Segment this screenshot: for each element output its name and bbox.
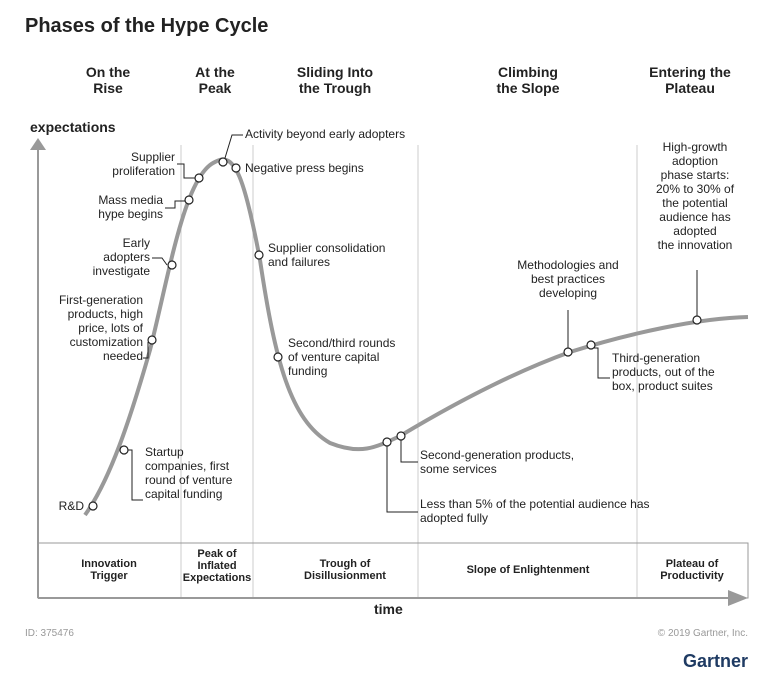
leader: [152, 257, 168, 266]
annotation: Startup companies, first round of ventur…: [145, 445, 233, 501]
annotation: Supplier proliferation: [112, 150, 175, 178]
marker: [273, 352, 283, 362]
marker: [396, 431, 406, 441]
marker: [382, 437, 392, 447]
leader: [591, 347, 610, 379]
marker: [88, 501, 98, 511]
phase-label: Slope of Enlightenment: [466, 564, 590, 576]
phase-header: At the Peak: [195, 64, 235, 96]
leader: [400, 440, 418, 463]
y-arrow: [30, 138, 46, 150]
leader: [224, 134, 243, 159]
phase-label: Innovation Trigger: [81, 558, 137, 582]
leader: [124, 449, 143, 501]
marker: [147, 335, 157, 345]
leader: [143, 342, 149, 359]
marker: [194, 173, 204, 183]
annotation: Negative press begins: [245, 161, 364, 175]
leaders: [124, 134, 698, 513]
marker: [563, 347, 573, 357]
annotation: Mass media hype begins: [98, 193, 163, 221]
marker: [167, 260, 177, 270]
phase-header: On the Rise: [85, 64, 131, 96]
annotation: R&D: [58, 499, 84, 513]
phase-label: Trough of Disillusionment: [304, 558, 386, 582]
footer-copyright: © 2019 Gartner, Inc.: [657, 628, 748, 639]
annotation: Second-generation products, some service…: [420, 448, 575, 476]
annotation: Less than 5% of the potential audience h…: [420, 497, 650, 525]
marker: [692, 315, 702, 325]
title: Phases of the Hype Cycle: [25, 15, 269, 37]
phase-label: Plateau of Productivity: [660, 558, 724, 582]
leader: [165, 200, 185, 209]
annotation: Second/third rounds of venture capital f…: [288, 336, 396, 378]
annotation: Early adopters investigate: [92, 236, 150, 278]
phase-header: Entering the Plateau: [649, 64, 731, 96]
annotation: Methodologies and best practices develop…: [517, 258, 619, 300]
marker: [218, 157, 228, 167]
annotation: Supplier consolidation and failures: [268, 241, 386, 269]
annotation: High-growth adoption phase starts: 20% t…: [655, 140, 735, 252]
footer-id: ID: 375476: [25, 628, 74, 639]
marker: [231, 163, 241, 173]
leader: [386, 446, 418, 513]
marker: [119, 445, 129, 455]
x-axis-label: time: [374, 601, 403, 617]
annotation: Activity beyond early adopters: [245, 127, 406, 141]
marker: [586, 340, 596, 350]
y-axis-label: expectations: [30, 119, 116, 135]
phase-header: Climbing the Slope: [496, 64, 560, 96]
annotation: Third-generation products, out of the bo…: [612, 351, 715, 393]
leader: [177, 163, 195, 179]
brand: Gartner: [682, 651, 748, 671]
phase-header: Sliding Into the Trough: [296, 64, 374, 96]
marker: [184, 195, 194, 205]
markers: [88, 157, 702, 511]
marker: [254, 250, 264, 260]
phase-label: Peak of Inflated Expectations: [182, 548, 252, 584]
x-arrow: [728, 590, 748, 606]
annotation: First-generation products, high price, l…: [58, 293, 143, 363]
